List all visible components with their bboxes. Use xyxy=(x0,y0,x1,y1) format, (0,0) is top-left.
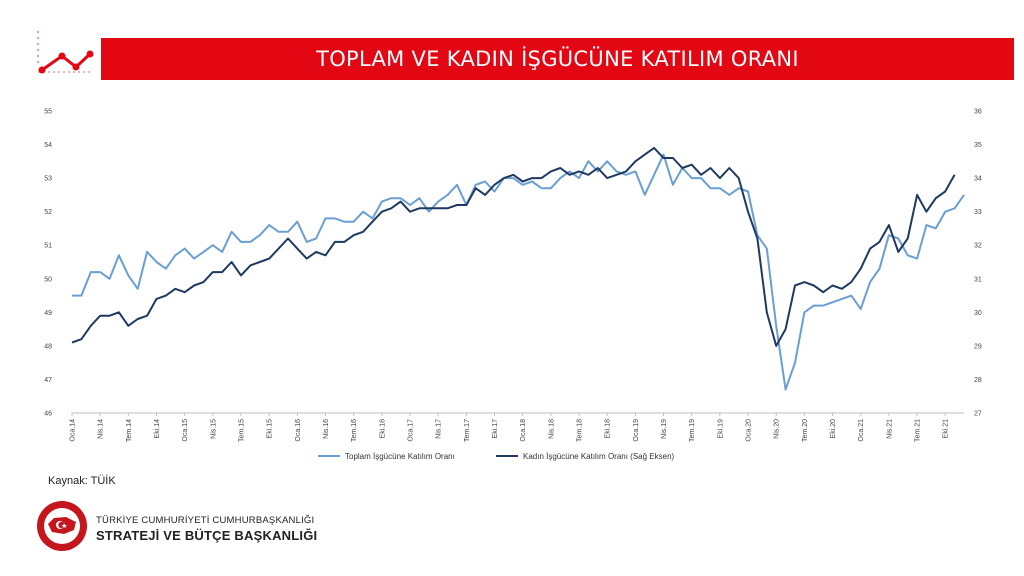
x-tick-label: Oca.21 xyxy=(858,419,865,442)
source-note: Kaynak: TÜİK xyxy=(48,475,116,487)
y-left-tick-label: 50 xyxy=(44,276,52,283)
x-tick-label: Eki.19 xyxy=(717,419,724,439)
x-tick-label: Nis.21 xyxy=(886,419,893,439)
y-right-tick-label: 34 xyxy=(974,176,982,183)
x-tick-label: Oca.18 xyxy=(520,419,527,442)
series-line-women xyxy=(71,146,956,347)
y-right-tick-label: 27 xyxy=(974,411,982,418)
title-banner: TOPLAM VE KADIN İŞGÜCÜNE KATILIM ORANI xyxy=(101,38,1014,80)
x-tick-label: Eki.15 xyxy=(267,419,274,439)
x-tick-label: Oca.19 xyxy=(633,419,640,442)
x-tick-label: Eki.21 xyxy=(943,419,950,439)
x-tick-label: Nis.20 xyxy=(774,419,781,439)
x-tick-label: Oca.16 xyxy=(295,419,302,442)
x-tick-label: Oca.20 xyxy=(746,419,753,442)
x-tick-label: Nis.15 xyxy=(210,419,217,439)
y-left-tick-label: 49 xyxy=(44,310,52,317)
y-left-tick-label: 47 xyxy=(44,377,52,384)
y-right-tick-label: 29 xyxy=(974,343,982,350)
y-left-tick-label: 55 xyxy=(44,109,52,116)
org-emblem-icon xyxy=(36,500,88,557)
x-tick-label: Eki.14 xyxy=(154,419,161,439)
x-tick-label: Tem.21 xyxy=(915,419,922,442)
y-left-tick-label: 52 xyxy=(44,209,52,216)
x-tick-label: Eki.18 xyxy=(605,419,612,439)
x-tick-label: Tem.16 xyxy=(351,419,358,442)
legend-label-total: Toplam İşgücüne Katılım Oranı xyxy=(345,452,455,461)
x-tick-label: Tem.14 xyxy=(126,419,133,442)
legend-label-women: Kadın İşgücüne Katılım Oranı (Sağ Eksen) xyxy=(523,452,675,461)
org-block: TÜRKİYE CUMHURİYETİ CUMHURBAŞKANLIĞI STR… xyxy=(36,500,317,557)
y-left-tick-label: 46 xyxy=(44,411,52,418)
x-tick-label: Nis.18 xyxy=(548,419,555,439)
x-tick-label: Tem.18 xyxy=(577,419,584,442)
x-tick-label: Eki.16 xyxy=(379,419,386,439)
y-right-tick-label: 36 xyxy=(974,109,982,116)
x-tick-label: Eki.17 xyxy=(492,419,499,439)
x-tick-label: Oca.17 xyxy=(408,419,415,442)
series-line-total xyxy=(72,153,965,391)
trend-chart-icon xyxy=(32,28,98,83)
x-tick-label: Tem.19 xyxy=(689,419,696,442)
y-left-tick-label: 48 xyxy=(44,343,52,350)
y-right-tick-label: 31 xyxy=(974,276,982,283)
x-tick-label: Oca.15 xyxy=(182,419,189,442)
x-tick-label: Nis.14 xyxy=(98,419,105,439)
x-tick-label: Tem.17 xyxy=(464,419,471,442)
y-left-tick-label: 54 xyxy=(44,142,52,149)
x-tick-label: Eki.20 xyxy=(830,419,837,439)
y-right-tick-label: 28 xyxy=(974,377,982,384)
x-tick-label: Tem.15 xyxy=(239,419,246,442)
x-tick-label: Oca.14 xyxy=(70,419,77,442)
org-name-line2: STRATEJİ VE BÜTÇE BAŞKANLIĞI xyxy=(96,527,318,543)
y-right-tick-label: 32 xyxy=(974,243,982,250)
y-left-tick-label: 53 xyxy=(44,176,52,183)
x-tick-label: Nis.19 xyxy=(661,419,668,439)
y-right-tick-label: 30 xyxy=(974,310,982,317)
y-right-tick-label: 35 xyxy=(974,142,982,149)
chart-svg: 46 47 48 49 50 51 52 53 54 55 27 28 29 30 31 32 33 34 35 36… xyxy=(44,109,982,462)
org-name-line1: TÜRKİYE CUMHURİYETİ CUMHURBAŞKANLIĞI xyxy=(96,514,315,526)
x-tick-label: Tem.20 xyxy=(802,419,809,442)
x-tick-label: Nis.16 xyxy=(323,419,330,439)
y-right-tick-label: 33 xyxy=(974,209,982,216)
y-left-tick-label: 51 xyxy=(44,243,52,250)
line-chart: 46 47 48 49 50 51 52 53 54 55 27 28 29 30 31 32 33 34 35 36… xyxy=(0,90,1024,470)
page-title: TOPLAM VE KADIN İŞGÜCÜNE KATILIM ORANI xyxy=(316,47,799,71)
x-tick-label: Nis.17 xyxy=(436,419,443,439)
